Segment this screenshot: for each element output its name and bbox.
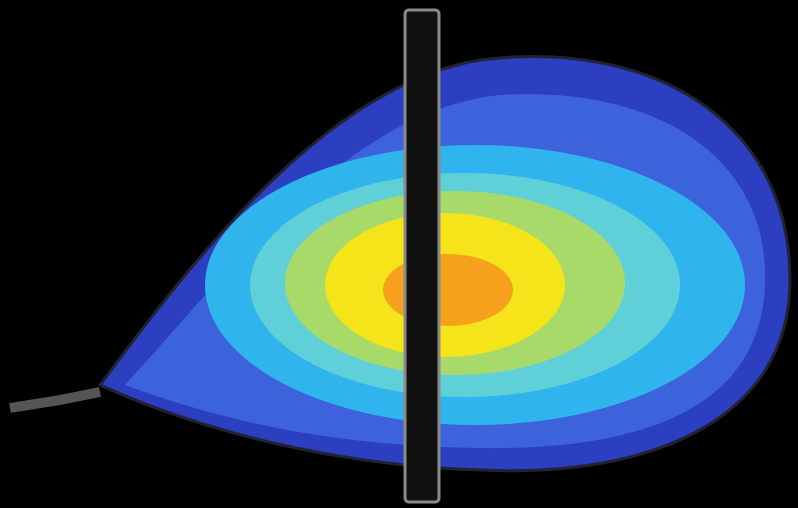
heatmap-view (0, 0, 798, 508)
vertical-slider[interactable] (405, 10, 439, 502)
page: {} (0, 0, 798, 508)
contour-peak (383, 254, 513, 326)
